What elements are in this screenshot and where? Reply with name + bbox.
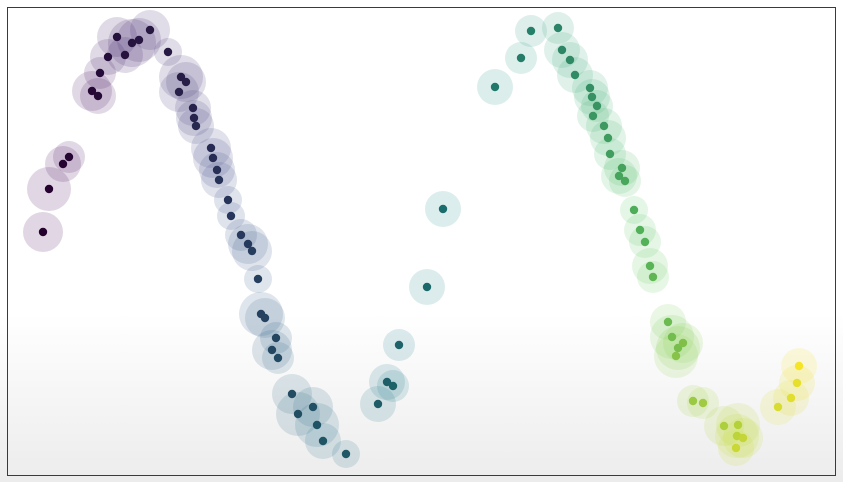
data-point bbox=[181, 77, 191, 87]
data-point bbox=[614, 171, 624, 181]
data-point bbox=[585, 83, 595, 93]
data-point bbox=[587, 92, 597, 102]
data-point bbox=[212, 165, 222, 175]
data-point bbox=[87, 86, 97, 96]
data-point bbox=[247, 246, 257, 256]
data-point bbox=[719, 421, 729, 431]
data-point bbox=[603, 133, 613, 143]
data-point bbox=[58, 159, 68, 169]
data-point bbox=[640, 237, 650, 247]
data-point bbox=[731, 443, 741, 453]
data-point bbox=[253, 274, 263, 284]
data-point bbox=[293, 409, 303, 419]
data-point bbox=[617, 163, 627, 173]
data-point bbox=[733, 420, 743, 430]
data-point bbox=[553, 23, 563, 33]
data-point bbox=[318, 436, 328, 446]
data-point bbox=[629, 205, 639, 215]
data-point bbox=[188, 103, 198, 113]
data-point bbox=[635, 225, 645, 235]
plot-frame bbox=[7, 7, 836, 476]
data-point bbox=[260, 313, 270, 323]
data-point bbox=[382, 377, 392, 387]
data-point bbox=[794, 361, 804, 371]
data-point bbox=[373, 399, 383, 409]
data-point bbox=[120, 50, 130, 60]
data-point bbox=[688, 396, 698, 406]
data-point bbox=[394, 340, 404, 350]
data-point bbox=[64, 152, 74, 162]
data-point bbox=[95, 68, 105, 78]
data-point bbox=[103, 52, 113, 62]
data-point bbox=[191, 121, 201, 131]
data-point bbox=[226, 211, 236, 221]
data-point bbox=[792, 378, 802, 388]
data-point bbox=[588, 111, 598, 121]
data-point bbox=[490, 82, 500, 92]
data-point bbox=[189, 113, 199, 123]
data-point bbox=[738, 433, 748, 443]
data-point bbox=[663, 317, 673, 327]
data-point bbox=[605, 149, 615, 159]
data-point bbox=[341, 449, 351, 459]
data-point bbox=[134, 35, 144, 45]
data-point bbox=[388, 381, 398, 391]
data-point bbox=[127, 38, 137, 48]
data-point bbox=[273, 353, 283, 363]
data-point bbox=[438, 204, 448, 214]
data-point bbox=[516, 53, 526, 63]
data-point bbox=[773, 402, 783, 412]
data-point bbox=[308, 402, 318, 412]
data-point bbox=[599, 121, 609, 131]
data-point bbox=[667, 332, 677, 342]
data-point bbox=[678, 338, 688, 348]
data-point bbox=[526, 26, 536, 36]
data-point bbox=[93, 91, 103, 101]
data-point bbox=[112, 32, 122, 42]
data-point bbox=[214, 175, 224, 185]
data-point bbox=[557, 45, 567, 55]
data-point bbox=[174, 87, 184, 97]
data-point bbox=[671, 351, 681, 361]
data-point bbox=[648, 272, 658, 282]
data-point bbox=[565, 55, 575, 65]
data-point bbox=[592, 101, 602, 111]
data-point bbox=[223, 195, 233, 205]
data-point bbox=[287, 389, 297, 399]
data-point bbox=[271, 333, 281, 343]
data-point bbox=[786, 393, 796, 403]
data-point bbox=[208, 153, 218, 163]
data-point bbox=[312, 420, 322, 430]
data-point bbox=[145, 25, 155, 35]
data-point bbox=[38, 227, 48, 237]
data-point bbox=[44, 184, 54, 194]
data-point bbox=[620, 176, 630, 186]
data-point bbox=[243, 239, 253, 249]
data-point bbox=[236, 230, 246, 240]
data-point bbox=[267, 345, 277, 355]
data-point bbox=[163, 47, 173, 57]
data-point bbox=[570, 70, 580, 80]
data-point bbox=[206, 143, 216, 153]
data-point bbox=[422, 282, 432, 292]
data-point bbox=[698, 398, 708, 408]
data-point bbox=[645, 261, 655, 271]
